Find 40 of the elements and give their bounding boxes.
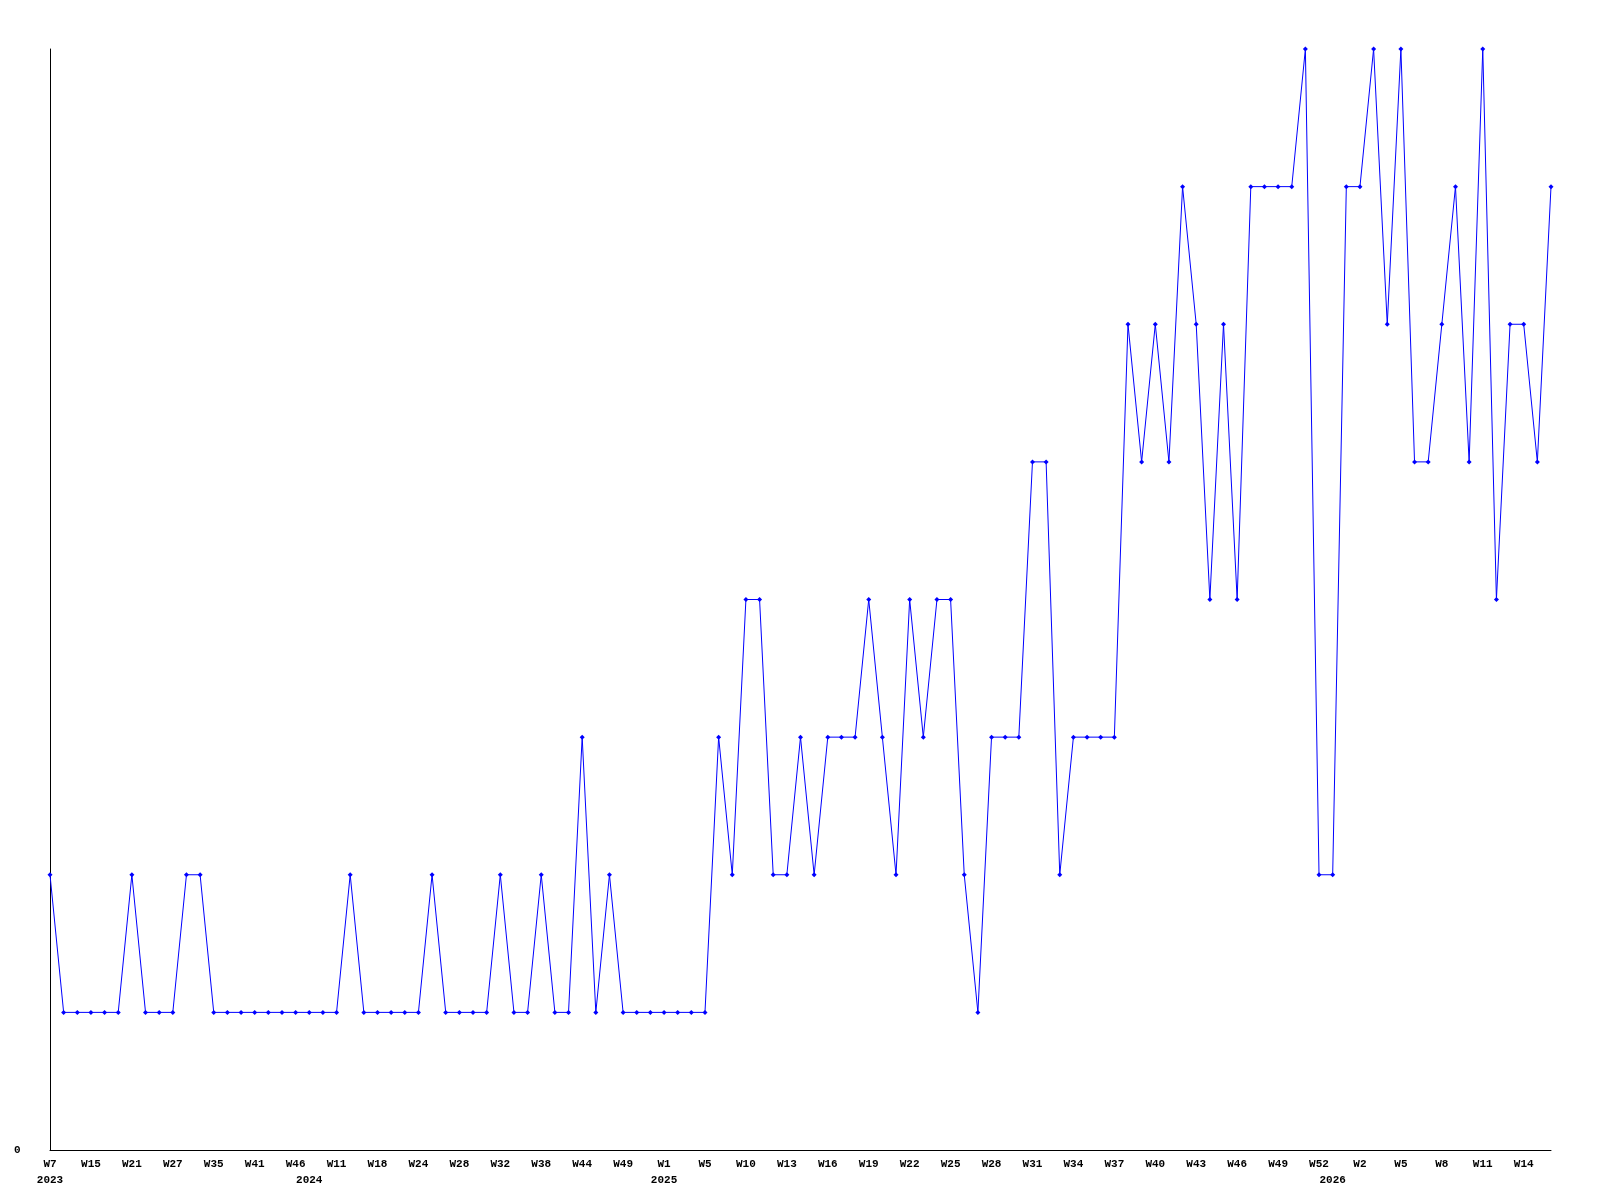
x-tick-label: W14 [1513, 1158, 1535, 1170]
x-tick-label: W46 [1227, 1158, 1248, 1170]
x-tick-label: W28 [981, 1158, 1002, 1170]
x-tick-label: W32 [490, 1158, 511, 1170]
x-tick-label: W31 [1022, 1158, 1043, 1170]
x-tick-label: W13 [776, 1158, 798, 1170]
x-tick-label: W27 [162, 1158, 183, 1170]
x-tick-label: W38 [531, 1158, 552, 1170]
x-tick-label: W41 [244, 1158, 265, 1170]
x-tick-label: W49 [1268, 1158, 1288, 1170]
x-tick-label: W7 2023 [36, 1158, 64, 1186]
x-tick-label: 2024 [296, 1174, 323, 1186]
x-tick-label: W19 [858, 1158, 879, 1170]
x-tick-label: W35 [203, 1158, 225, 1170]
x-tick-label: W8 [1435, 1158, 1449, 1170]
x-tick-label: W5 [698, 1158, 712, 1170]
x-tick-label: W43 [1186, 1158, 1207, 1170]
x-tick-label: W24 [408, 1158, 429, 1170]
x-tick-label: W40 [1145, 1158, 1166, 1170]
x-tick-label: W15 [81, 1158, 102, 1170]
x-tick-label: W10 [736, 1158, 756, 1170]
x-tick-label: W28 [449, 1158, 470, 1170]
x-tick-label: W2 [1353, 1158, 1367, 1170]
x-tick-label: W37 [1104, 1158, 1125, 1170]
x-tick-label: W21 [121, 1158, 143, 1170]
x-tick-label: W46 [285, 1158, 306, 1170]
x-tick-label: W5 [1394, 1158, 1408, 1170]
x-tick-label: W11 [326, 1158, 347, 1170]
x-tick-label: W52 [1309, 1158, 1329, 1170]
x-tick-label: 2026 [1319, 1174, 1346, 1186]
x-tick-label: W34 [1063, 1158, 1084, 1170]
x-tick-label: W18 [367, 1158, 388, 1170]
x-tick-label: W22 [899, 1158, 920, 1170]
x-tick-label: W1 2025 [650, 1158, 678, 1186]
x-tick-label: W49 [613, 1158, 634, 1170]
x-tick-label: W44 [572, 1158, 593, 1170]
x-tick-label: W11 [1472, 1158, 1494, 1170]
x-tick-label: W25 [940, 1158, 961, 1170]
text: 0 [14, 1143, 21, 1156]
x-tick-label: W16 [817, 1158, 838, 1170]
